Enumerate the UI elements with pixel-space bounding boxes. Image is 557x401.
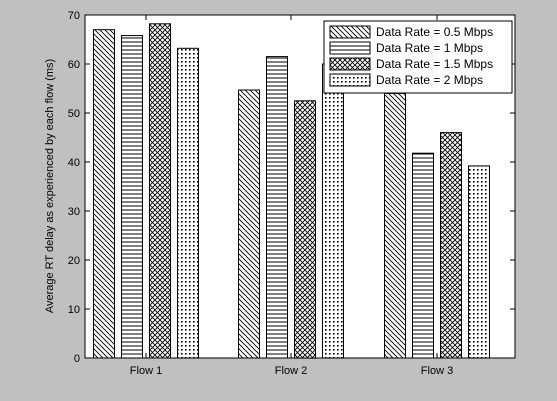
y-tick-label: 0 bbox=[74, 353, 80, 365]
y-axis: 0 10 20 30 40 50 60 70 bbox=[68, 10, 515, 365]
bar bbox=[121, 35, 143, 359]
x-tick-label: Flow 1 bbox=[130, 365, 162, 377]
bar bbox=[322, 63, 344, 359]
bar bbox=[149, 23, 171, 359]
bar bbox=[177, 47, 199, 359]
plot-frame bbox=[84, 14, 516, 359]
y-tick-label: 70 bbox=[68, 10, 80, 22]
legend-swatch bbox=[329, 57, 371, 71]
bar bbox=[266, 56, 288, 359]
y-tick-label: 60 bbox=[68, 59, 80, 71]
x-tick-label: Flow 2 bbox=[275, 365, 307, 377]
bar bbox=[93, 29, 115, 359]
y-tick-label: 40 bbox=[68, 157, 80, 169]
bar bbox=[412, 152, 434, 359]
legend-swatch bbox=[329, 41, 371, 55]
bar bbox=[294, 100, 316, 359]
y-tick-label: 20 bbox=[68, 255, 80, 267]
legend-swatch bbox=[329, 25, 371, 39]
legend-label: Data Rate = 0.5 Mbps bbox=[376, 25, 493, 39]
x-axis: Flow 1 Flow 2 Flow 3 bbox=[130, 15, 453, 377]
y-tick-label: 50 bbox=[68, 108, 80, 120]
bar bbox=[238, 89, 260, 359]
legend-label: Data Rate = 1.5 Mbps bbox=[376, 57, 493, 71]
legend-label: Data Rate = 2 Mbps bbox=[376, 73, 483, 87]
bar bbox=[468, 165, 490, 359]
x-tick-label: Flow 3 bbox=[421, 365, 453, 377]
bar bbox=[384, 92, 406, 359]
bar bbox=[440, 132, 462, 359]
y-tick-label: 30 bbox=[68, 206, 80, 218]
y-tick-label: 10 bbox=[68, 304, 80, 316]
legend-swatch bbox=[329, 73, 371, 87]
legend-label: Data Rate = 1 Mbps bbox=[376, 41, 483, 55]
y-axis-label: Average RT delay as experienced by each … bbox=[44, 59, 56, 313]
bars-group bbox=[93, 23, 490, 359]
legend: Data Rate = 0.5 Mbps Data Rate = 1 Mbps Da… bbox=[323, 20, 513, 94]
